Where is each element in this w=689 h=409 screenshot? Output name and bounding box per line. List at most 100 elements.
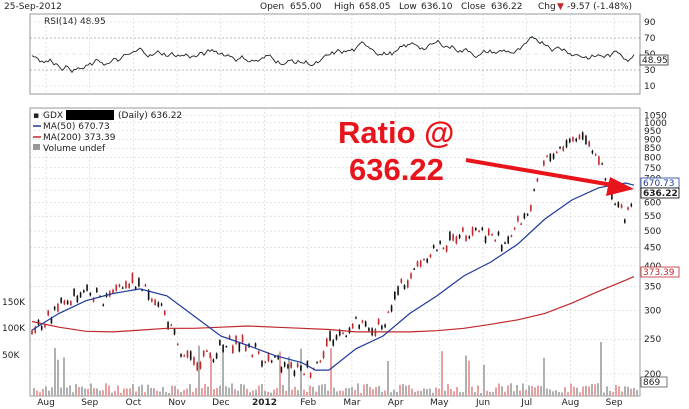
price-candle-body: [416, 261, 419, 267]
legend-ma200: MA(200) 373.39: [43, 133, 116, 143]
price-tick-label: 750: [644, 164, 661, 174]
ma200-tag: [640, 266, 680, 278]
price-candle-body: [151, 298, 153, 302]
volume-bar: [150, 388, 152, 396]
price-candle-body: [559, 147, 561, 149]
volume-bar: [123, 388, 125, 396]
volume-bar: [189, 383, 191, 396]
price-tick-label: 1000: [644, 119, 667, 129]
volume-bar: [531, 385, 533, 396]
volume-bar: [600, 341, 602, 396]
volume-bar: [201, 388, 203, 396]
price-candle-body: [394, 291, 396, 300]
volume-bar: [213, 389, 215, 396]
volume-bar: [447, 383, 449, 396]
volume-bar: [357, 383, 359, 396]
volume-bar: [573, 386, 575, 396]
ma50-line: [31, 182, 635, 371]
price-candle-body: [125, 281, 127, 288]
price-candle-body: [31, 330, 33, 334]
volume-bar: [261, 383, 263, 396]
volume-bar: [345, 388, 347, 396]
price-candle-body: [598, 156, 600, 165]
price-candle-body: [351, 323, 354, 329]
price-candle-body: [348, 327, 351, 333]
volume-bar: [351, 386, 353, 396]
price-candle-body: [594, 154, 597, 156]
volume-tag: [640, 376, 668, 388]
volume-bar: [450, 388, 452, 396]
volume-bar: [318, 385, 320, 396]
volume-bar: [408, 385, 410, 396]
volume-bar: [534, 387, 536, 396]
price-candle-body: [131, 273, 134, 284]
volume-bar: [444, 390, 446, 396]
volume-bar: [540, 386, 542, 396]
price-candle-body: [164, 310, 166, 315]
volume-bar: [456, 387, 458, 396]
x-tick-label: May: [430, 398, 449, 408]
volume-bar: [495, 387, 497, 396]
close-tag: [640, 187, 680, 199]
x-tick-label: 2012: [252, 398, 277, 408]
volume-tag-text: 869: [643, 378, 660, 388]
price-candle-body: [494, 239, 497, 242]
volume-bar: [624, 386, 626, 396]
volume-bar: [507, 385, 509, 396]
volume-bar: [102, 390, 104, 396]
price-candle-body: [468, 236, 471, 239]
price-candle-body: [513, 227, 516, 230]
volume-bar: [393, 389, 395, 396]
volume-bar: [48, 390, 50, 396]
price-candle-body: [66, 300, 69, 305]
price-candle-body: [585, 135, 587, 145]
price-candle-body: [241, 335, 244, 343]
price-candle-body: [432, 245, 435, 249]
price-candle-body: [601, 163, 603, 165]
price-candle-body: [552, 153, 555, 159]
volume-bar: [171, 385, 173, 396]
arrow-head-icon: [606, 177, 634, 196]
ma200-path: [31, 276, 635, 333]
price-candle-body: [562, 146, 565, 151]
price-candle-body: [355, 317, 357, 319]
header-close-label: Close: [461, 2, 486, 12]
volume-bar: [462, 392, 464, 396]
volume-bar: [474, 392, 476, 396]
price-candle-body: [199, 362, 202, 369]
volume-bar: [333, 387, 335, 396]
x-gridlines: [45, 108, 615, 396]
axis-tags: 670.73 636.22 373.39 869: [640, 177, 680, 388]
price-candle-body: [306, 361, 309, 368]
volume-bar: [216, 387, 218, 396]
annotation-arrow-line: [465, 158, 619, 188]
price-candle-body: [121, 287, 124, 289]
price-axis: 1050100095090085080075070065060055050045…: [644, 111, 667, 380]
ma50-tag-text: 670.73: [643, 179, 675, 189]
volume-bar: [633, 387, 635, 396]
price-candle-body: [497, 231, 500, 236]
volume-bar: [33, 388, 35, 396]
volume-bar: [42, 388, 44, 396]
price-candle-body: [160, 303, 163, 306]
volume-bar: [264, 390, 266, 396]
price-tick-label: 450: [644, 243, 661, 253]
price-candle-body: [568, 138, 571, 143]
price-candle-body: [173, 328, 176, 335]
volume-bar: [177, 389, 179, 396]
volume-bar: [327, 390, 329, 396]
price-candle-body: [549, 153, 552, 162]
volume-bar: [309, 385, 311, 396]
price-candle-body: [575, 138, 578, 142]
price-candle-body: [487, 228, 490, 236]
header-open: 655.00: [290, 2, 322, 12]
volume-bar: [255, 389, 257, 396]
price-candle-body: [228, 335, 231, 339]
volume-bar: [552, 391, 554, 396]
price-candle-body: [277, 355, 279, 360]
header-low-label: Low: [399, 2, 417, 12]
volume-tick-label: 100K: [2, 324, 26, 334]
price-candle-body: [520, 223, 522, 225]
volume-bar: [186, 388, 188, 396]
